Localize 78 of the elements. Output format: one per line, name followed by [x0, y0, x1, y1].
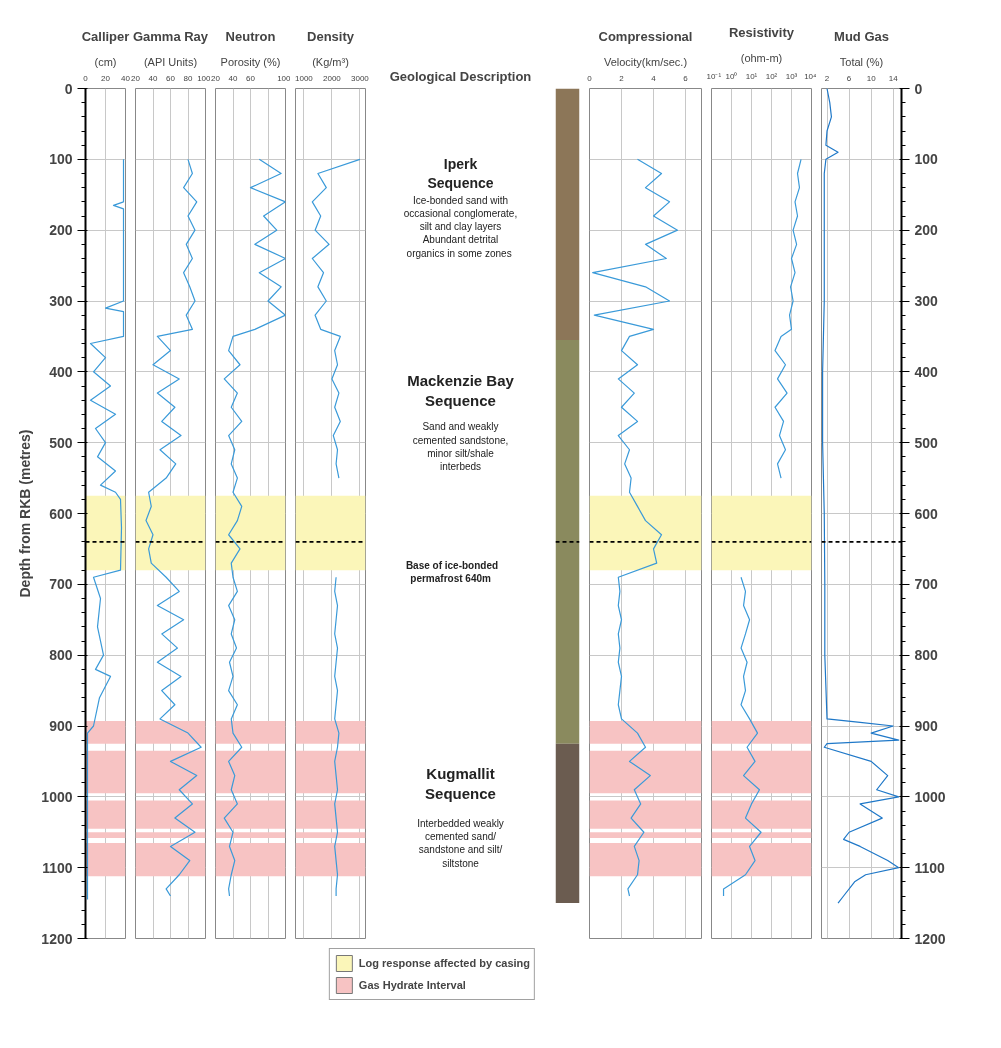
chart-title: Gamma Ray	[132, 28, 209, 44]
y-tick-label: 500	[914, 434, 939, 451]
x-tick-label: 10¹	[745, 71, 758, 81]
text: Ice-bonded sand with occasional conglomerate, silt and clay layers Abundant detrital organics in some zones	[403, 194, 518, 259]
x-tick-label: 14	[888, 73, 899, 83]
x-tick-label: 2	[619, 73, 625, 83]
y-tick-label: 600	[914, 505, 939, 522]
text: Iperk Sequence	[427, 155, 494, 191]
x-tick-label: 0	[587, 73, 593, 83]
y-tick-label: 1200	[41, 930, 73, 947]
y-tick-label: 1100	[914, 859, 946, 876]
x-tick-label: 80	[183, 73, 193, 83]
y-tick-label: 900	[914, 718, 939, 734]
chart-subtitle: (ohm-m)	[740, 51, 783, 64]
x-tick-label: 10²	[765, 71, 778, 81]
y-tick-label: 700	[49, 576, 73, 593]
y-tick-label: 1000	[914, 788, 946, 805]
x-tick-label: 1000	[295, 73, 314, 83]
chart-title: Neutron	[225, 28, 276, 44]
text: Base of ice-bonded permafrost 640m	[405, 559, 499, 584]
chart-subtitle: Porosity (%)	[220, 55, 281, 68]
x-tick-label: 40	[228, 73, 238, 83]
x-tick-label: 20	[101, 73, 111, 83]
chart-subtitle: (Kg/m³)	[312, 55, 349, 68]
x-tick-label: 0	[83, 73, 89, 83]
x-tick-label: 2000	[323, 73, 342, 83]
y-tick-label: 1200	[914, 930, 946, 947]
y-tick-label: 100	[914, 151, 939, 168]
y-tick-label: 1100	[42, 859, 73, 876]
chart-subtitle: (cm)	[94, 55, 117, 68]
text: Interbedded weakly cemented sand/ sandstone and silt/ siltstone	[417, 818, 504, 869]
y-tick-label: 400	[914, 363, 939, 380]
x-tick-label: 3000	[351, 73, 370, 83]
x-tick-label: 10³	[785, 71, 798, 81]
y-tick-label: 800	[914, 647, 939, 664]
chart-subtitle: Total (%)	[839, 55, 884, 68]
text: Geological Description	[389, 68, 532, 84]
text: Sand and weakly cemented sandstone, minor silt/shale interbeds	[412, 421, 509, 473]
chart-title: Mud Gas	[834, 28, 889, 44]
x-tick-label: 10⁴	[804, 71, 818, 81]
chart-title: Compressional	[598, 28, 693, 44]
legend-label: Log response affected by casing	[358, 957, 530, 969]
x-tick-label: 4	[651, 73, 657, 83]
x-tick-label: 100	[277, 73, 292, 83]
y-tick-label: 1000	[41, 788, 73, 805]
x-tick-label: 2	[824, 73, 830, 83]
y-tick-label: 200	[914, 222, 939, 239]
x-tick-label: 20	[211, 73, 221, 83]
x-tick-label: 10⁻¹	[706, 71, 722, 81]
y-tick-label: 100	[49, 151, 73, 168]
y-tick-label: 300	[914, 293, 939, 309]
x-tick-label: 60	[246, 73, 256, 83]
y-tick-label: 600	[49, 505, 73, 522]
y-tick-label: 700	[914, 576, 939, 593]
x-tick-label: 6	[683, 73, 689, 83]
x-tick-label: 6	[846, 73, 852, 83]
y-tick-label: 800	[49, 647, 73, 664]
y-tick-label: 900	[49, 718, 73, 734]
text: Kugmallit Sequence	[425, 764, 496, 803]
x-tick-label: 40	[148, 73, 158, 83]
chart-title: Calliper	[81, 28, 130, 44]
y-tick-label: 500	[49, 434, 73, 451]
x-tick-label: 10	[866, 73, 877, 83]
x-tick-label: 60	[166, 73, 176, 83]
y-axis-title: Depth from RKB (metres)	[17, 429, 34, 598]
x-tick-label: 10⁰	[725, 71, 738, 81]
chart-subtitle: Velocity(km/sec.)	[603, 55, 688, 68]
text: Mackenzie Bay Sequence	[407, 371, 515, 410]
chart-title: Density	[307, 28, 355, 44]
chart-title: Resistivity	[728, 24, 795, 40]
x-tick-label: 20	[131, 73, 141, 83]
legend-label: Gas Hydrate Interval	[358, 979, 466, 991]
y-tick-label: 300	[49, 293, 73, 309]
x-tick-label: 40	[121, 73, 131, 83]
x-tick-label: 100	[197, 73, 212, 83]
chart-subtitle: (API Units)	[143, 55, 198, 68]
y-tick-label: 200	[49, 222, 73, 239]
y-tick-label: 400	[49, 363, 73, 380]
